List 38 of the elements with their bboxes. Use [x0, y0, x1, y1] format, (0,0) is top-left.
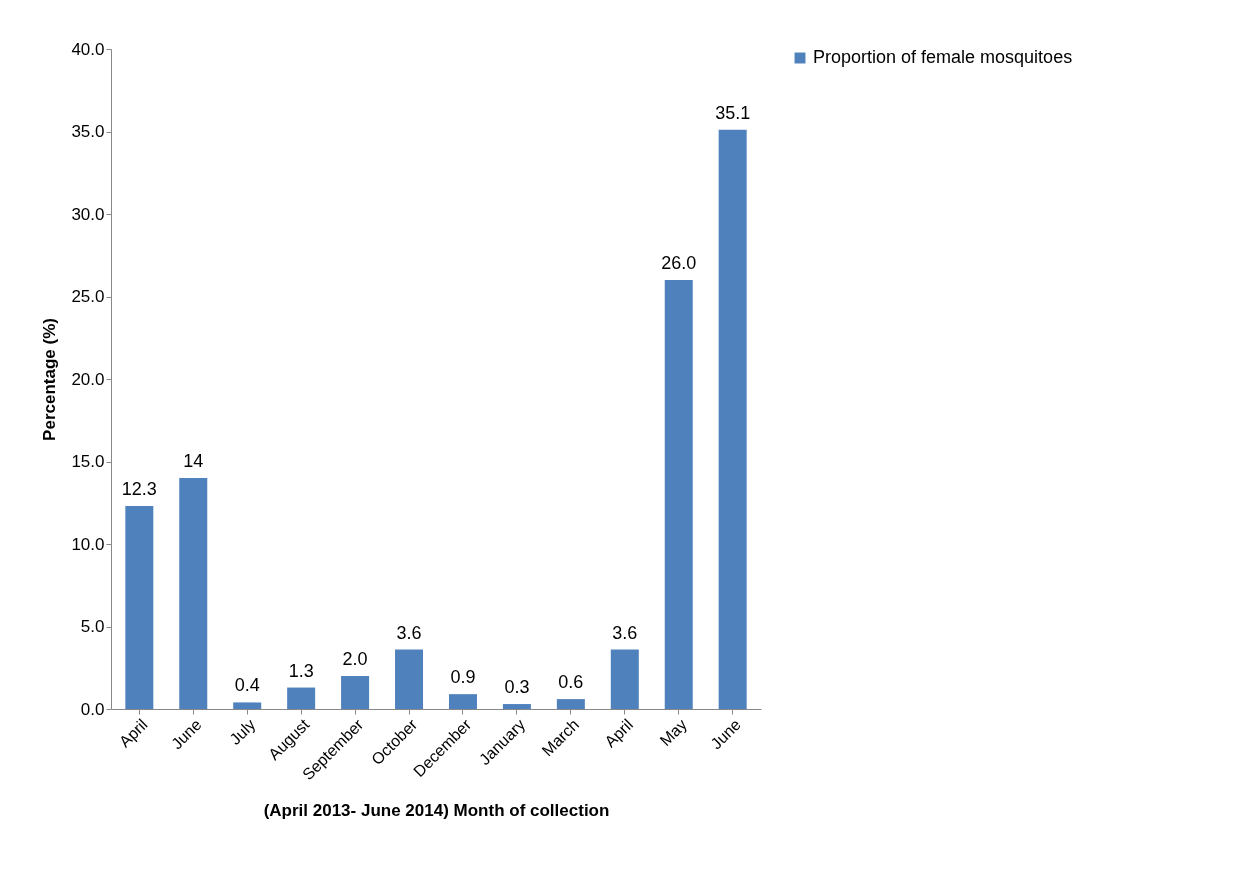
data-label: 3.6	[612, 622, 638, 643]
data-label: 26.0	[661, 253, 697, 273]
data-label: 2.0	[342, 649, 368, 669]
data-label: 14	[183, 451, 204, 471]
bar	[179, 478, 208, 709]
bar	[395, 649, 424, 709]
x-tick-label: May	[656, 715, 691, 750]
x-axis-title: (April 2013- June 2014) Month of collection	[263, 801, 610, 821]
data-label: 12.3	[121, 479, 157, 500]
y-tick-label: 5.0	[80, 617, 105, 636]
bar	[718, 129, 747, 709]
data-label: 0.9	[450, 667, 476, 688]
y-tick-label: 30.0	[71, 204, 105, 224]
y-tick-label: 35.0	[71, 122, 105, 141]
bar	[287, 687, 316, 709]
y-tick-label: 15.0	[71, 452, 105, 471]
bar	[502, 704, 531, 709]
y-tick-label: 25.0	[71, 287, 105, 306]
bar	[556, 699, 585, 709]
data-label: 1.3	[288, 660, 314, 681]
x-tick-label: July	[226, 715, 259, 748]
data-label: 0.6	[558, 672, 584, 693]
bar	[664, 280, 693, 709]
data-label: 0.4	[234, 675, 260, 696]
data-label: 35.1	[715, 102, 751, 123]
y-axis-title: Percentage (%)	[40, 318, 60, 441]
legend-label: Proportion of female mosquitoes	[813, 47, 1073, 67]
data-label: 0.3	[504, 677, 530, 698]
y-tick-label: 10.0	[71, 534, 105, 554]
y-tick-label: 40.0	[71, 39, 105, 59]
y-tick-label: 20.0	[71, 369, 105, 389]
data-label: 3.6	[396, 622, 422, 643]
bar	[448, 694, 477, 709]
bar	[610, 649, 639, 709]
y-tick-label: 0.0	[80, 699, 105, 719]
bar	[233, 702, 262, 709]
bar	[125, 506, 154, 709]
bar	[341, 676, 370, 709]
